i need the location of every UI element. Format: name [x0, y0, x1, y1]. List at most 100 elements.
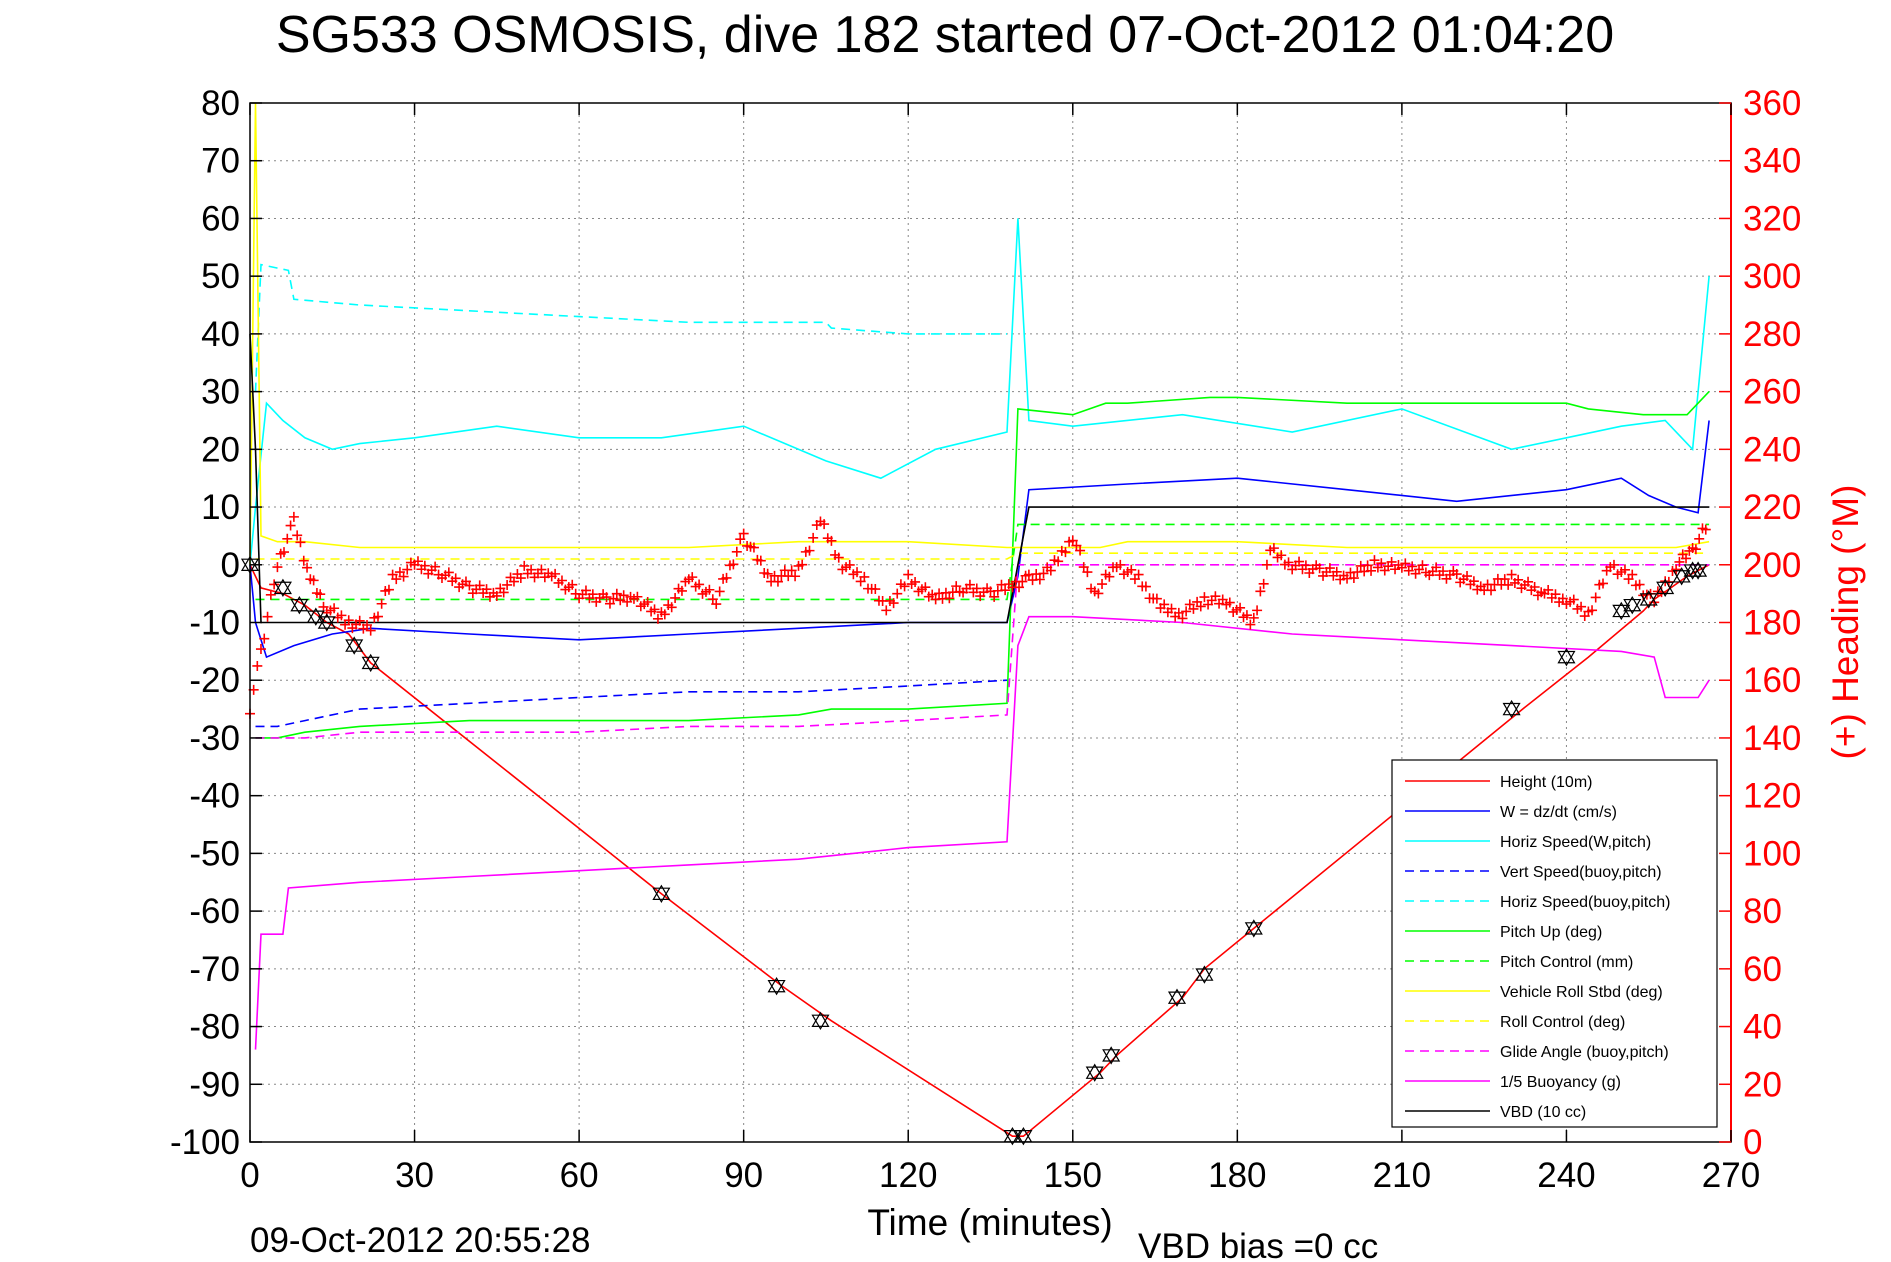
heading-point [450, 573, 461, 584]
footer-date: 09-Oct-2012 20:55:28 [250, 1221, 591, 1260]
heading-point [704, 584, 715, 595]
heading-point [676, 585, 687, 596]
heading-point [833, 552, 844, 563]
depth-marker [1102, 1046, 1121, 1065]
heading-point [601, 592, 612, 603]
heading-point [1587, 605, 1598, 616]
series-line-9 [255, 563, 1710, 739]
heading-point [282, 533, 293, 544]
heading-point [1438, 566, 1449, 577]
heading-point [292, 530, 303, 541]
heading-point [721, 572, 732, 583]
heading-point [852, 567, 863, 578]
y2-tick-label: 180 [1743, 604, 1801, 643]
y-axis-ticks: -100-90-80-70-60-50-40-30-20-10010203040… [170, 84, 262, 1162]
x-tick-label: 180 [1208, 1156, 1266, 1195]
heading-point [808, 532, 819, 543]
y2-axis-label: (+) Heading (°M) [1825, 485, 1866, 760]
heading-point [1276, 550, 1287, 561]
heading-point [670, 592, 681, 603]
y2-tick-label: 160 [1743, 661, 1801, 700]
heading-point [1681, 553, 1692, 564]
y2-tick-label: 60 [1743, 950, 1782, 989]
heading-point [1366, 565, 1377, 576]
y2-tick-label: 20 [1743, 1065, 1782, 1104]
heading-point [1188, 603, 1199, 614]
legend: Height (10m) W = dz/dt (cm/s) Horiz Speed(… [1391, 759, 1718, 1128]
heading-point [315, 589, 326, 600]
y-tick-label: -50 [189, 834, 240, 873]
heading-point [343, 615, 354, 626]
heading-point [1261, 559, 1272, 570]
x-tick-label: 60 [560, 1156, 599, 1195]
heading-point [1258, 578, 1269, 589]
x-tick-label: 0 [240, 1156, 259, 1195]
heading-point [1513, 574, 1524, 585]
heading-point [515, 573, 526, 584]
heading-point [1362, 560, 1373, 571]
y-tick-label: -90 [189, 1065, 240, 1104]
heading-point [443, 567, 454, 578]
legend-label-10: 1/5 Buoyancy (g) [1500, 1074, 1621, 1091]
series-line-3 [255, 679, 1008, 728]
y2-tick-label: 320 [1743, 199, 1801, 238]
heading-point [464, 580, 475, 591]
y2-tick-label: 40 [1743, 1008, 1782, 1047]
y2-tick-label: 360 [1743, 84, 1801, 123]
heading-point [419, 560, 430, 571]
x-tick-label: 240 [1537, 1156, 1595, 1195]
depth-marker [1557, 647, 1576, 667]
heading-point [731, 546, 742, 557]
heading-point [1151, 593, 1162, 604]
x-tick-label: 30 [395, 1156, 434, 1195]
heading-point [1071, 540, 1082, 551]
y2-tick-label: 260 [1743, 373, 1801, 412]
heading-point [819, 519, 830, 530]
heading-point [1369, 555, 1380, 566]
heading-point [1674, 556, 1685, 567]
heading-point [481, 584, 492, 595]
heading-point [491, 590, 502, 601]
heading-point [285, 520, 296, 531]
heading-point [1376, 558, 1387, 569]
heading-point [1431, 562, 1442, 573]
depth-marker [1656, 578, 1675, 598]
x-tick-label: 270 [1702, 1156, 1760, 1195]
heading-point [1506, 569, 1517, 580]
heading-point [1348, 573, 1359, 584]
heading-point [272, 562, 283, 573]
heading-point [508, 576, 519, 587]
heading-point [1486, 585, 1497, 596]
heading-point [899, 581, 910, 592]
heading-point [714, 586, 725, 597]
heading-point [556, 575, 567, 586]
heading-point [398, 571, 409, 582]
heading-point [1017, 576, 1028, 587]
chart-title: SG533 OSMOSIS, dive 182 started 07-Oct-2… [276, 6, 1614, 64]
x-axis-ticks: 0 30 60 90 120 150 180 210 240 270 [240, 103, 1760, 1195]
y2-tick-label: 120 [1743, 777, 1801, 816]
depth-marker [1244, 919, 1263, 938]
legend-label-8: Roll Control (deg) [1500, 1014, 1625, 1031]
footer-vbd-bias: VBD bias =0 cc [1138, 1227, 1378, 1262]
heading-point [269, 579, 280, 590]
heading-point [1210, 591, 1221, 602]
heading-point [797, 559, 808, 570]
heading-point [354, 615, 365, 626]
y2-tick-label: 200 [1743, 546, 1801, 585]
depth-marker [345, 636, 364, 655]
legend-label-1: W = dz/dt (cm/s) [1500, 804, 1617, 821]
legend-label-11: VBD (10 cc) [1500, 1104, 1586, 1121]
heading-point [738, 528, 749, 539]
heading-point [1300, 560, 1311, 571]
heading-point [632, 591, 643, 602]
heading-point [1386, 556, 1397, 567]
heading-point [1576, 601, 1587, 612]
heading-point [1557, 593, 1568, 604]
y2-axis-ticks: 0 20 40 60 80 100 120 140 160 180 200 220 240 260 280 3… [1719, 84, 1801, 1162]
heading-point [365, 625, 376, 636]
heading-point [587, 589, 598, 600]
heading-point [1053, 556, 1064, 567]
heading-point [687, 572, 698, 583]
